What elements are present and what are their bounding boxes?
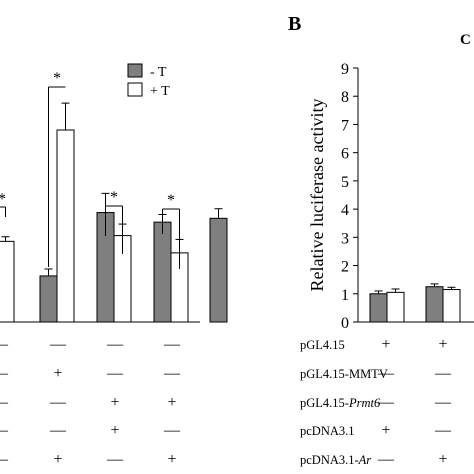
b-table-cell-4-1: + <box>438 451 447 468</box>
b-y-tick-label-8: 8 <box>341 89 349 106</box>
left-table-cell-4-0: — <box>0 451 9 468</box>
b-bar-plus-t-2 <box>442 289 461 323</box>
left-bar-plus-t-1 <box>0 240 15 323</box>
b-table-row-label-2: pGL4.15-Prmt6 <box>300 396 381 410</box>
panel-letter-b: B <box>288 13 301 35</box>
left-bar-minus-t-2 <box>39 275 58 323</box>
left-table-cell-1-1: + <box>53 365 62 382</box>
left-table-cell-3-1: — <box>49 422 67 439</box>
legend-swatch-minus-t <box>127 63 143 78</box>
left-table-cell-0-1: — <box>49 336 67 353</box>
left-table-cell-3-2: + <box>110 422 119 439</box>
b-table-row-label-3: pcDNA3.1 <box>300 424 355 438</box>
left-table-cell-2-0: — <box>0 394 9 411</box>
left-table-cell-2-3: + <box>167 394 176 411</box>
b-table-row-label-4: pcDNA3.1-Ar <box>300 453 371 467</box>
b-condition-table: pGL4.15 pGL4.15-MMTV pGL4.15-Prmt6 pcDNA3.1… <box>300 336 452 468</box>
b-table-row-label-1: pGL4.15-MMTV <box>300 367 388 381</box>
left-table-cell-3-3: — <box>163 422 181 439</box>
left-table-cell-4-1: + <box>53 451 62 468</box>
b-y-tick-label-5: 5 <box>341 174 349 191</box>
left-table-cell-1-2: — <box>106 365 124 382</box>
left-condition-table: — — — — — + — — — — + + — — + — — + — + <box>0 336 181 468</box>
left-table-cell-3-0: — <box>0 422 9 439</box>
b-table-cell-0-0: + <box>381 336 390 353</box>
b-bar-minus-t-1 <box>369 293 388 323</box>
b-table-cell-0-1: + <box>438 336 447 353</box>
left-table-cell-4-3: + <box>167 451 176 468</box>
left-legend: - T + T <box>127 63 170 99</box>
b-table-cell-1-1: — <box>434 365 452 382</box>
left-table-cell-2-1: — <box>49 394 67 411</box>
b-table-cell-3-0: + <box>381 422 390 439</box>
b-table-cell-4-0: — <box>377 451 395 468</box>
left-table-cell-0-3: — <box>163 336 181 353</box>
left-sig-star-3: * <box>167 192 175 209</box>
legend-label-minus-t: - T <box>150 65 167 80</box>
left-sig-star-0: * <box>0 191 6 208</box>
left-bar-plus-t-2 <box>56 129 75 323</box>
left-bar-minus-t-5 <box>209 217 228 323</box>
b-bar-plus-t-1 <box>386 291 405 323</box>
left-bar-minus-t-4 <box>153 221 172 323</box>
b-y-tick-label-0: 0 <box>341 315 349 332</box>
left-sig-star-1: * <box>53 70 61 87</box>
legend-swatch-plus-t <box>127 82 143 97</box>
b-table-row-label-0: pGL4.15 <box>300 338 345 352</box>
left-table-cell-1-0: — <box>0 365 9 382</box>
b-table-cell-3-1: — <box>434 422 452 439</box>
b-y-tick-label-1: 1 <box>341 287 349 304</box>
left-table-cell-2-2: + <box>110 394 119 411</box>
left-bar-chart: * * * * - T + T — — — — — + — — — — + + — — + — — + — + <box>0 63 228 468</box>
b-table-cell-1-0: — <box>377 365 395 382</box>
b-table-cell-2-1: — <box>434 394 452 411</box>
panel-b-bar-chart: Relative luciferase activity 0123456789 … <box>300 61 474 468</box>
left-sig-star-2: * <box>110 189 118 206</box>
b-y-tick-label-7: 7 <box>341 117 349 134</box>
panel-letter-c: C <box>460 32 471 48</box>
b-y-tick-label-9: 9 <box>341 61 349 78</box>
left-table-cell-0-2: — <box>106 336 124 353</box>
b-y-tick-label-3: 3 <box>341 230 349 247</box>
b-y-tick-label-2: 2 <box>341 259 349 276</box>
left-table-cell-4-2: — <box>106 451 124 468</box>
b-table-cell-2-0: — <box>377 394 395 411</box>
left-table-cell-1-3: — <box>163 365 181 382</box>
b-bar-minus-t-2 <box>425 286 444 323</box>
b-y-tick-label-6: 6 <box>341 146 349 163</box>
b-y-tick-label-4: 4 <box>341 202 349 219</box>
left-table-cell-0-0: — <box>0 336 9 353</box>
b-y-axis-label: Relative luciferase activity <box>307 99 327 292</box>
legend-label-plus-t: + T <box>150 84 170 99</box>
